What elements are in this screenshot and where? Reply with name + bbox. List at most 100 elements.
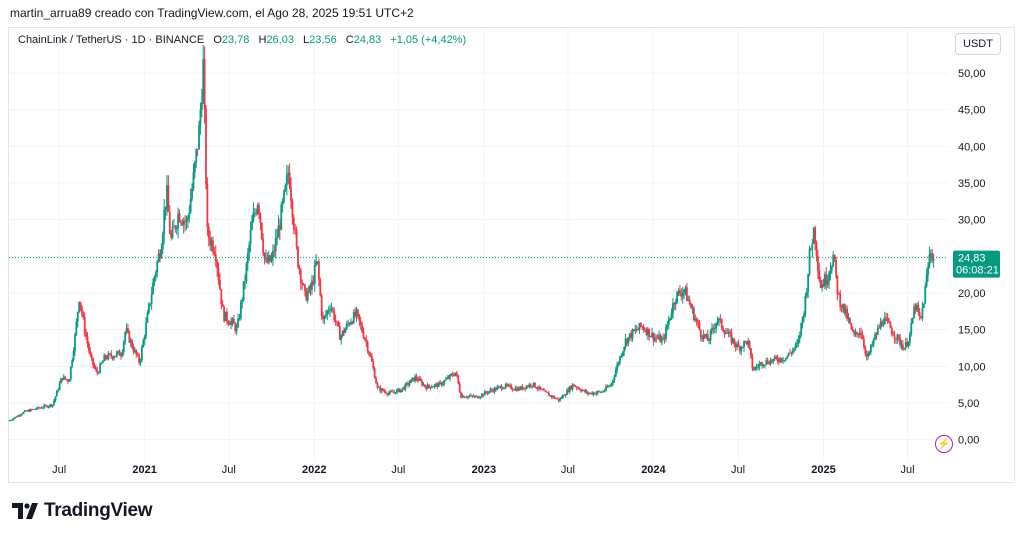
candle-body: [515, 387, 518, 391]
candle-body: [687, 299, 690, 301]
candle-body: [805, 291, 808, 297]
candle-body: [750, 348, 752, 357]
candle-body: [842, 303, 844, 308]
candle-body: [345, 323, 348, 329]
candle-body: [312, 281, 315, 284]
candle-body: [168, 211, 171, 234]
candle-body: [564, 394, 567, 396]
candle-body: [103, 355, 106, 362]
candle-body: [203, 59, 206, 109]
candle-body: [231, 318, 234, 322]
candle-body: [451, 374, 454, 376]
candle-body: [752, 368, 755, 370]
candle-body: [209, 238, 212, 246]
candle-body: [885, 317, 888, 319]
candle-body: [857, 333, 860, 336]
candle-body: [543, 390, 546, 392]
candle-body: [273, 250, 276, 252]
candle-body: [166, 185, 168, 207]
candle-body: [352, 312, 355, 324]
candle-body: [575, 386, 578, 388]
candle-body: [398, 388, 401, 393]
candle-body: [440, 382, 443, 386]
candle-body: [468, 396, 471, 397]
candle-body: [152, 282, 154, 295]
candle-body: [499, 386, 502, 387]
tradingview-logo[interactable]: TradingView: [12, 500, 153, 522]
candle-body: [422, 384, 425, 386]
candle-body: [446, 377, 449, 380]
candle-body: [673, 303, 676, 305]
candle-body: [869, 345, 872, 353]
candle-body: [238, 318, 241, 319]
candle-body: [691, 307, 694, 309]
candle-body: [864, 346, 867, 354]
candle-body: [844, 308, 847, 314]
candle-body: [465, 397, 468, 399]
last-price-tag-box: [953, 250, 1000, 278]
candle-body: [843, 303, 846, 314]
candle-body: [828, 273, 830, 281]
candle-body: [159, 253, 161, 259]
candle-body: [177, 213, 180, 228]
candle-body: [508, 385, 511, 386]
candle-body: [899, 338, 902, 346]
candle-body: [138, 355, 140, 363]
candle-body: [479, 396, 482, 398]
candle-body: [14, 416, 16, 419]
x-tick-label: 2025: [811, 464, 835, 476]
candle-body: [716, 320, 719, 324]
candle-body: [743, 341, 745, 348]
candle-body: [101, 361, 104, 364]
chart-frame[interactable]: [8, 27, 1015, 483]
candle-body: [29, 409, 32, 412]
candle-body: [797, 339, 800, 344]
candle-body: [765, 360, 768, 365]
candle-body: [65, 379, 68, 380]
low-value: 23,56: [309, 34, 337, 46]
candle-body: [711, 327, 713, 331]
y-tick-label: 20,00: [958, 288, 986, 300]
high-label: H: [258, 34, 267, 46]
candle-body: [780, 358, 783, 362]
candle-body: [86, 336, 89, 344]
close-value: 24,83: [353, 34, 382, 46]
candle-body: [811, 243, 814, 249]
candle-body: [489, 389, 492, 392]
currency-button[interactable]: USDT: [955, 33, 1001, 55]
candle-body: [37, 407, 40, 409]
candle-body: [559, 398, 561, 401]
candle-body: [43, 405, 46, 408]
candle-body: [214, 254, 217, 262]
candle-body: [213, 251, 216, 255]
candle-body: [699, 329, 702, 338]
candle-body: [439, 382, 442, 384]
candle-body: [384, 391, 387, 394]
candle-body: [570, 386, 573, 390]
candle-body: [649, 336, 652, 338]
candle-body: [411, 377, 414, 380]
candle-body: [369, 354, 372, 357]
price-axis: 0,005,0010,0015,0020,0025,0030,0035,0040…: [958, 68, 986, 447]
candle-body: [915, 304, 918, 310]
candle-body: [607, 386, 610, 388]
candle-body: [522, 387, 525, 390]
candle-body: [244, 280, 246, 282]
candle-body: [688, 299, 691, 305]
candle-body: [483, 391, 486, 396]
y-tick-label: 0,00: [958, 435, 979, 447]
candle-body: [171, 226, 174, 238]
candle-body: [641, 326, 644, 328]
candle-body: [436, 383, 439, 387]
candle-body: [99, 363, 101, 373]
alert-bolt-icon[interactable]: ⚡: [935, 435, 953, 453]
brand-name: TradingView: [44, 500, 153, 521]
candle-body: [260, 222, 263, 239]
candle-body: [21, 413, 23, 415]
candle-body: [712, 327, 715, 329]
candle-body: [267, 255, 270, 263]
candle-body: [92, 357, 94, 366]
candle-body: [488, 391, 490, 394]
candle-body: [645, 330, 648, 335]
